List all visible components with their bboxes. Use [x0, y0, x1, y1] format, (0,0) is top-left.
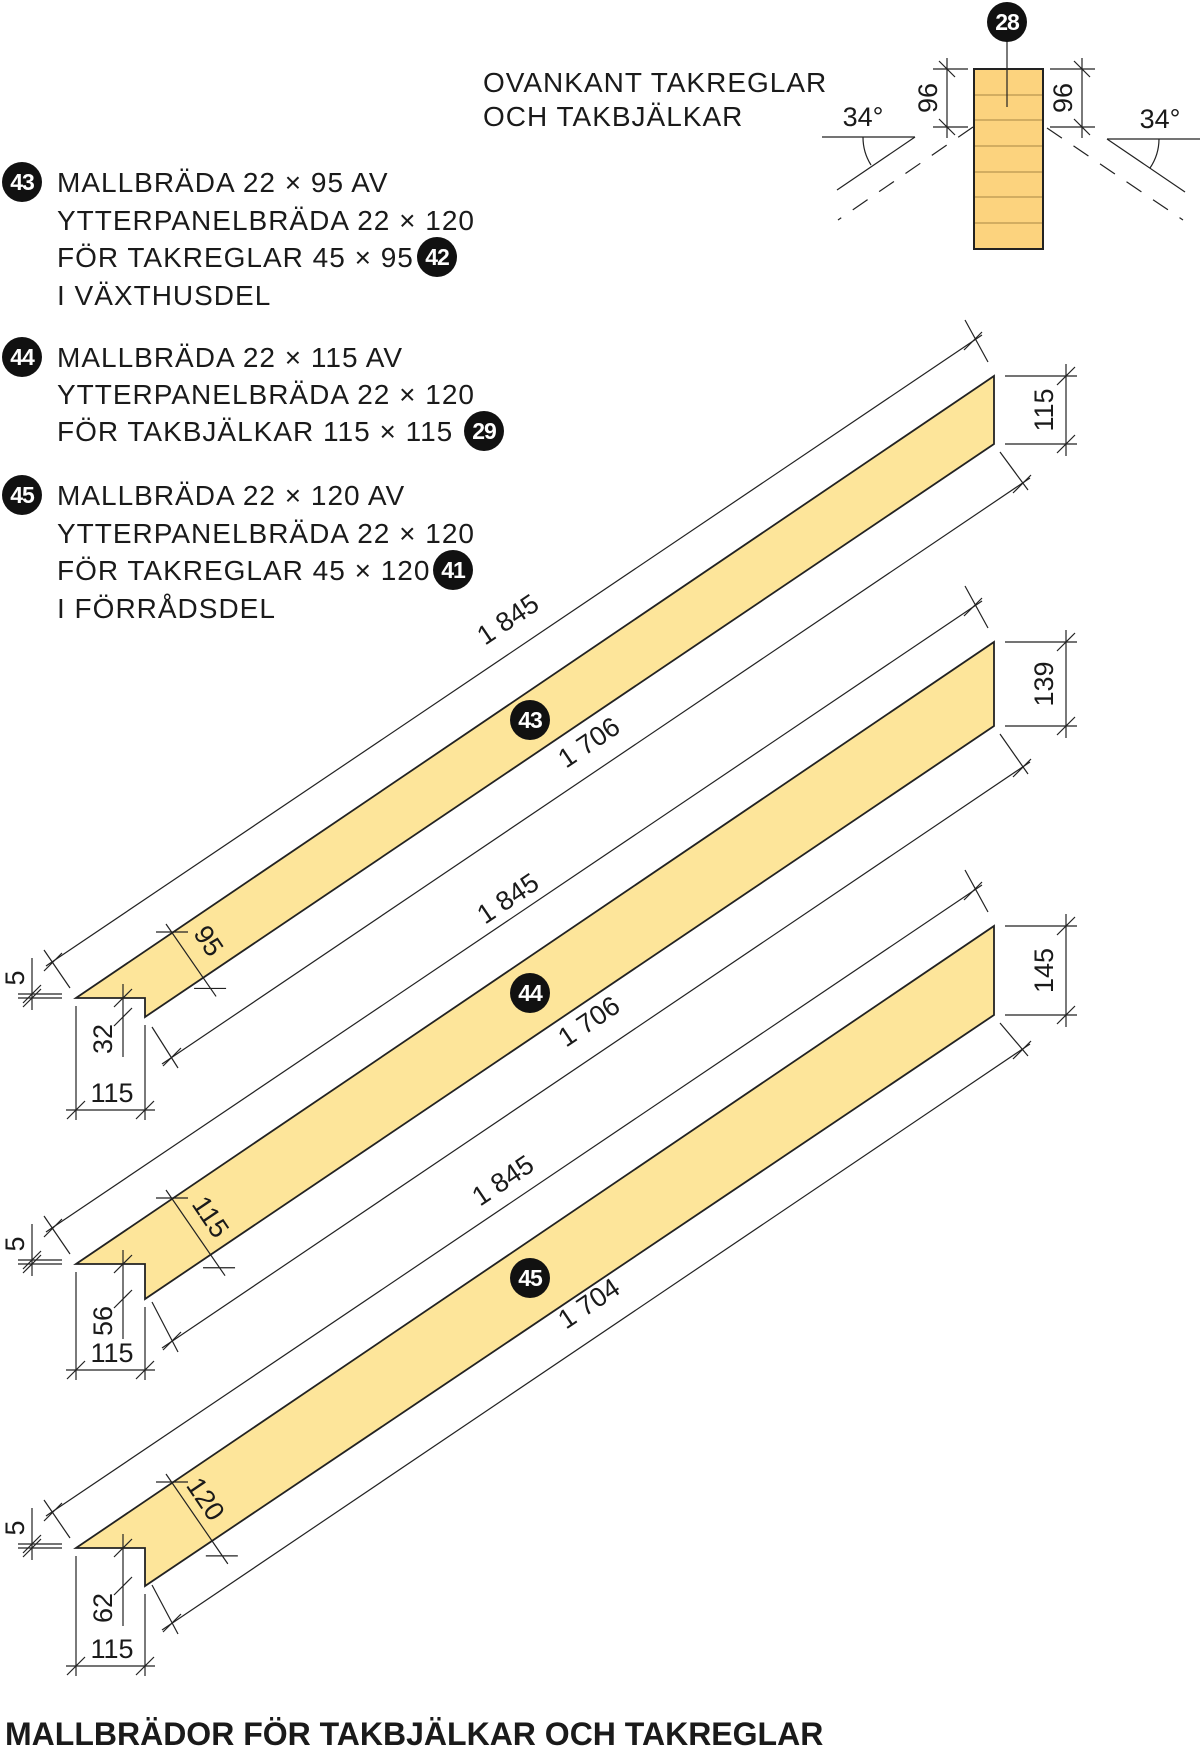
legend-45-line-4: I FÖRRÅDSDEL: [57, 593, 276, 624]
badge-28-label: 28: [995, 9, 1020, 35]
legend-44-line-1: MALLBRÄDA 22 × 115 AV: [57, 342, 403, 373]
legend-45-line-3: FÖR TAKREGLAR 45 × 120: [57, 555, 430, 586]
ridge-dim-right: 96: [1048, 83, 1078, 113]
top-length-label: 1 845: [467, 1149, 540, 1212]
badge-45: 45: [10, 482, 35, 508]
legend-44-line-3: FÖR TAKBJÄLKAR 115 × 115: [57, 416, 453, 447]
ridge-dim-left: 96: [913, 83, 943, 113]
board-badge: [510, 973, 550, 1013]
template-board-43: [73, 374, 995, 1019]
badge-41: 41: [441, 557, 466, 583]
legend-45-line-2: YTTERPANELBRÄDA 22 × 120: [57, 518, 475, 549]
ridge-beam: [973, 68, 1044, 250]
board-badge: [510, 1258, 550, 1298]
end-height-label: 145: [1029, 948, 1059, 993]
template-board-44: [73, 640, 995, 1301]
badge-44: 44: [10, 344, 35, 370]
board-badge-label: 43: [518, 707, 542, 733]
gap-label: 5: [0, 970, 30, 985]
legend-43-line-2: YTTERPANELBRÄDA 22 × 120: [57, 205, 475, 236]
legend-45: 45 MALLBRÄDA 22 × 120 AV YTTERPANELBRÄDA…: [2, 475, 475, 624]
notch-width-label: 115: [90, 1338, 133, 1368]
notch-depth-label: 62: [88, 1593, 118, 1623]
badge-42: 42: [425, 244, 449, 270]
angle-right: 34°: [1140, 104, 1181, 134]
top-note-line-2: OCH TAKBJÄLKAR: [483, 101, 743, 132]
notch-width-label: 115: [90, 1078, 133, 1108]
legend-44-line-2: YTTERPANELBRÄDA 22 × 120: [57, 379, 475, 410]
board-badge-label: 45: [518, 1265, 543, 1291]
legend-43-line-3: FÖR TAKREGLAR 45 × 95: [57, 242, 414, 273]
gap-label: 5: [0, 1236, 30, 1251]
badge-28: [987, 2, 1027, 42]
drawing-title: MALLBRÄDOR FÖR TAKBJÄLKAR OCH TAKREGLAR: [5, 1716, 823, 1752]
top-note-line-1: OVANKANT TAKREGLAR: [483, 67, 827, 98]
notch-depth-label: 32: [88, 1024, 118, 1054]
board-badge-label: 44: [518, 980, 543, 1006]
badge-43: 43: [10, 169, 34, 195]
notch-width-label: 115: [90, 1634, 133, 1664]
legend-43: 43 MALLBRÄDA 22 × 95 AV YTTERPANELBRÄDA …: [2, 162, 475, 311]
badge-29: 29: [472, 418, 496, 444]
legend-44: 44 MALLBRÄDA 22 × 115 AV YTTERPANELBRÄDA…: [2, 337, 504, 451]
angle-left: 34°: [843, 102, 884, 132]
legend-43-line-1: MALLBRÄDA 22 × 95 AV: [57, 167, 389, 198]
gap-label: 5: [0, 1520, 30, 1535]
legend-45-line-1: MALLBRÄDA 22 × 120 AV: [57, 480, 405, 511]
legend-43-line-4: I VÄXTHUSDEL: [57, 280, 271, 311]
board-badge: [510, 700, 550, 740]
template-board-45: [73, 924, 995, 1588]
end-height-label: 115: [1029, 388, 1059, 431]
end-height-label: 139: [1029, 661, 1059, 706]
notch-depth-label: 56: [88, 1306, 118, 1336]
top-length-label: 1 845: [472, 588, 545, 651]
ridge-detail: 28 96 96 34° 34°: [822, 2, 1200, 250]
